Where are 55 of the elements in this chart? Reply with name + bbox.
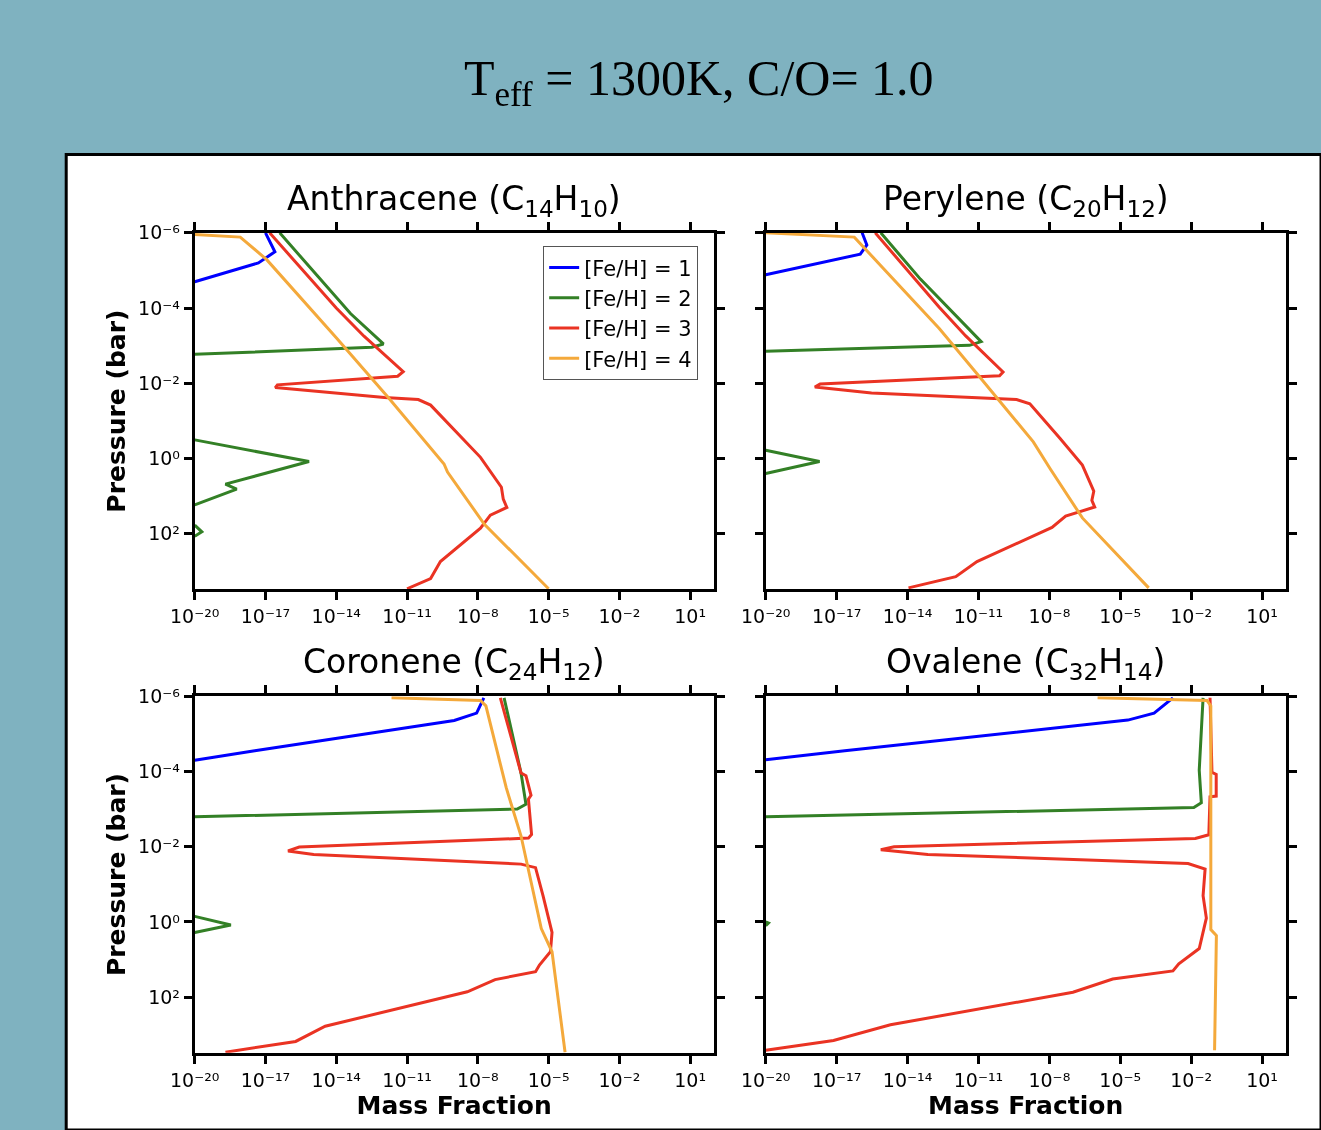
legend-label: [Fe/H] = 4 — [584, 347, 692, 372]
x-axis-title: Mass Fraction — [928, 1090, 1124, 1120]
x-tick-label: 10¹ — [1246, 605, 1278, 628]
legend-label: [Fe/H] = 2 — [584, 286, 692, 311]
x-tick-label: 10⁻⁵ — [527, 605, 570, 628]
y-axis-title: Pressure (bar) — [101, 772, 131, 977]
x-tick-label: 10⁻¹¹ — [953, 1068, 1004, 1091]
y-tick-label: 10² — [148, 985, 180, 1008]
legend-label: [Fe/H] = 1 — [584, 256, 692, 281]
x-tick-label: 10⁻¹⁷ — [240, 1068, 291, 1091]
x-tick-label: 10¹ — [674, 605, 707, 628]
y-tick-label: 10⁻⁶ — [138, 684, 180, 707]
x-tick-label: 10⁻¹¹ — [382, 1068, 432, 1091]
x-tick-label: 10¹ — [1246, 1068, 1278, 1091]
x-tick-label: 10⁻¹¹ — [382, 605, 432, 628]
x-tick-label: 10¹ — [674, 1068, 707, 1091]
y-tick-label: 10⁻⁴ — [138, 760, 181, 783]
y-tick-label: 10⁻² — [138, 371, 180, 394]
x-tick-label: 10⁻¹⁴ — [882, 605, 933, 628]
x-tick-label: 10⁻²⁰ — [170, 1068, 220, 1091]
text: T$_{eff}$ = 1300K, C/O= 1.0 — [464, 50, 934, 114]
y-tick-label: 10² — [148, 522, 180, 545]
y-tick-label: 10⁰ — [148, 447, 180, 470]
y-tick-label: 10⁻² — [138, 835, 180, 858]
y-axis-title: Pressure (bar) — [101, 309, 131, 513]
x-tick-label: 10⁻⁵ — [1099, 1068, 1142, 1091]
x-tick-label: 10⁻²⁰ — [170, 605, 220, 628]
x-tick-label: 10⁻⁸ — [456, 1068, 499, 1091]
x-tick-label: 10⁻¹⁷ — [811, 605, 862, 628]
x-tick-label: 10⁻⁸ — [456, 605, 499, 628]
x-tick-label: 10⁻²⁰ — [740, 1068, 791, 1091]
x-tick-label: 10⁻¹⁴ — [311, 1068, 362, 1091]
x-tick-label: 10⁻² — [1170, 1068, 1213, 1091]
x-tick-label: 10⁻² — [598, 605, 641, 628]
y-tick-label: 10⁰ — [148, 910, 180, 933]
x-tick-label: 10⁻¹⁴ — [311, 605, 362, 628]
chart-title: Coronene (C$_{24}$H$_{12}$) — [303, 642, 605, 685]
chart-title: Ovalene (C$_{32}$H$_{14}$) — [886, 642, 1166, 685]
chart-title: Anthracene (C$_{14}$H$_{10}$) — [287, 179, 621, 222]
y-tick-label: 10⁻⁴ — [138, 296, 181, 319]
x-tick-label: 10⁻¹⁷ — [240, 605, 291, 628]
x-tick-label: 10⁻² — [1170, 605, 1213, 628]
x-tick-label: 10⁻⁵ — [527, 1068, 570, 1091]
chart-title: Perylene (C$_{20}$H$_{12}$) — [883, 179, 1169, 222]
x-tick-label: 10⁻⁸ — [1028, 605, 1071, 628]
x-tick-label: 10⁻² — [598, 1068, 641, 1091]
x-tick-label: 10⁻²⁰ — [740, 605, 791, 628]
x-tick-label: 10⁻¹⁷ — [811, 1068, 862, 1091]
y-tick-label: 10⁻⁶ — [138, 221, 180, 244]
x-tick-label: 10⁻¹¹ — [953, 605, 1004, 628]
x-tick-label: 10⁻¹⁴ — [882, 1068, 933, 1091]
x-tick-label: 10⁻⁵ — [1099, 605, 1142, 628]
x-axis-title: Mass Fraction — [356, 1090, 552, 1120]
legend-label: [Fe/H] = 3 — [584, 317, 692, 342]
x-tick-label: 10⁻⁸ — [1028, 1068, 1071, 1091]
